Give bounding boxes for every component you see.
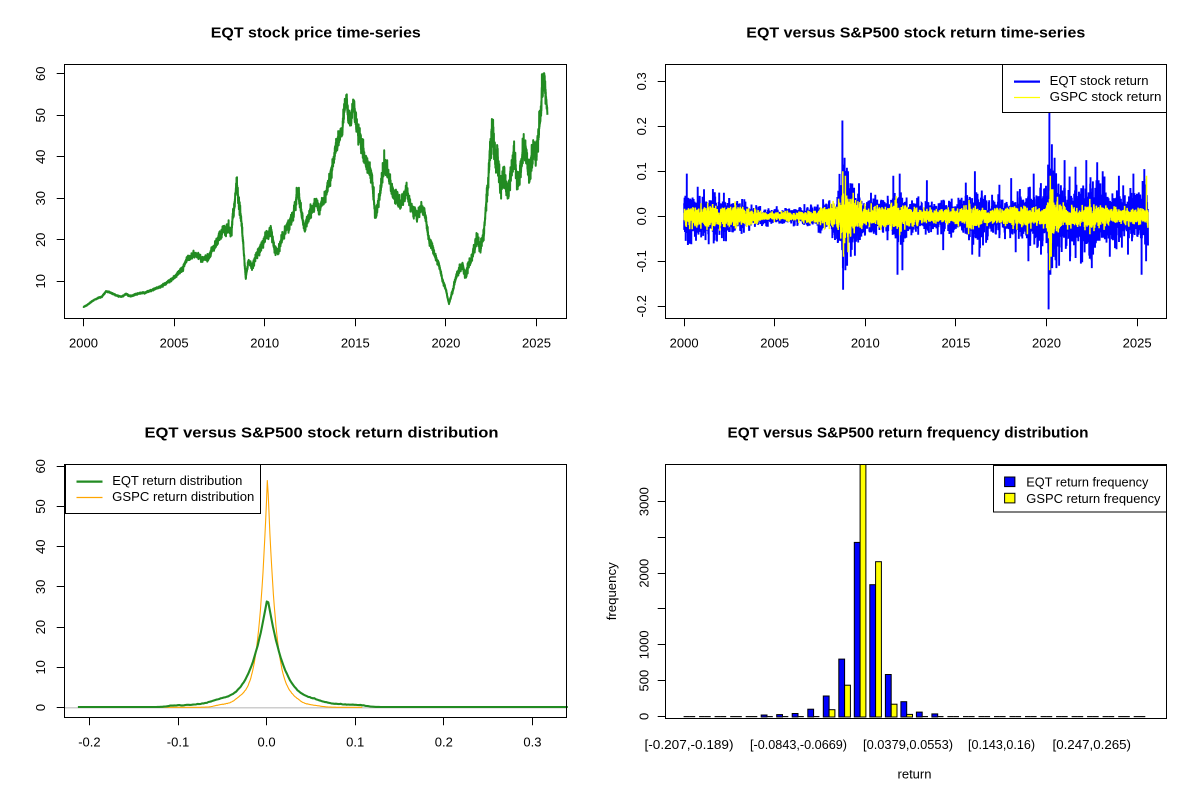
svg-text:2010: 2010 xyxy=(250,336,279,351)
svg-text:2015: 2015 xyxy=(341,336,370,351)
svg-text:10: 10 xyxy=(33,660,48,674)
svg-text:0.1: 0.1 xyxy=(346,735,364,750)
svg-text:[0.247,0.265): [0.247,0.265) xyxy=(1053,737,1132,752)
svg-text:0.0: 0.0 xyxy=(258,735,276,750)
svg-text:1000: 1000 xyxy=(636,630,651,659)
svg-text:2000: 2000 xyxy=(69,336,98,351)
svg-text:frequency: frequency xyxy=(604,562,619,621)
svg-text:2025: 2025 xyxy=(522,336,551,351)
svg-text:0: 0 xyxy=(33,704,48,711)
svg-text:2020: 2020 xyxy=(1032,336,1061,351)
svg-text:20: 20 xyxy=(33,620,48,634)
svg-text:30: 30 xyxy=(33,580,48,594)
svg-text:3000: 3000 xyxy=(636,487,651,516)
svg-text:EQT return distribution: EQT return distribution xyxy=(112,473,242,488)
svg-text:2005: 2005 xyxy=(760,336,789,351)
svg-text:EQT versus S&P500 return frequ: EQT versus S&P500 return frequency distr… xyxy=(728,426,1089,442)
svg-text:-0.2: -0.2 xyxy=(634,295,649,317)
svg-text:0.3: 0.3 xyxy=(634,72,649,90)
svg-text:EQT stock price time-series: EQT stock price time-series xyxy=(211,26,421,42)
svg-text:2005: 2005 xyxy=(160,336,189,351)
svg-text:0.2: 0.2 xyxy=(634,117,649,135)
svg-text:-0.2: -0.2 xyxy=(78,735,100,750)
svg-text:EQT stock return: EQT stock return xyxy=(1050,73,1149,88)
svg-text:0.0: 0.0 xyxy=(634,207,649,225)
svg-text:40: 40 xyxy=(33,150,48,164)
svg-text:2000: 2000 xyxy=(670,336,699,351)
svg-text:500: 500 xyxy=(636,670,651,692)
svg-text:[0.143,0.16): [0.143,0.16) xyxy=(968,737,1035,752)
svg-text:60: 60 xyxy=(33,459,48,473)
svg-text:30: 30 xyxy=(33,191,48,205)
svg-text:[0.0379,0.0553): [0.0379,0.0553) xyxy=(863,737,953,752)
svg-text:0.3: 0.3 xyxy=(523,735,541,750)
svg-text:10: 10 xyxy=(33,274,48,288)
svg-text:EQT return frequency: EQT return frequency xyxy=(1026,475,1149,490)
svg-text:GSPC return distribution: GSPC return distribution xyxy=(112,489,254,504)
svg-text:[-0.0843,-0.0669): [-0.0843,-0.0669) xyxy=(750,737,847,752)
svg-text:50: 50 xyxy=(33,108,48,122)
svg-text:return: return xyxy=(898,767,932,782)
svg-text:2010: 2010 xyxy=(851,336,880,351)
svg-text:50: 50 xyxy=(33,499,48,513)
svg-text:20: 20 xyxy=(33,233,48,247)
svg-text:2020: 2020 xyxy=(431,336,460,351)
svg-text:GSPC return frequency: GSPC return frequency xyxy=(1026,491,1161,506)
svg-text:0.1: 0.1 xyxy=(634,162,649,180)
svg-text:EQT versus S&P500 stock return: EQT versus S&P500 stock return distribut… xyxy=(145,426,499,442)
svg-text:0: 0 xyxy=(636,713,651,720)
svg-text:-0.1: -0.1 xyxy=(634,250,649,272)
svg-text:60: 60 xyxy=(33,66,48,80)
svg-text:2025: 2025 xyxy=(1123,336,1152,351)
svg-text:0.2: 0.2 xyxy=(435,735,453,750)
svg-text:2015: 2015 xyxy=(941,336,970,351)
svg-text:40: 40 xyxy=(33,539,48,553)
svg-text:2000: 2000 xyxy=(636,559,651,588)
svg-text:-0.1: -0.1 xyxy=(167,735,189,750)
svg-text:[-0.207,-0.189): [-0.207,-0.189) xyxy=(645,737,734,752)
svg-text:GSPC stock return: GSPC stock return xyxy=(1050,89,1162,104)
svg-text:EQT versus S&P500 stock return: EQT versus S&P500 stock return time-seri… xyxy=(746,26,1085,42)
